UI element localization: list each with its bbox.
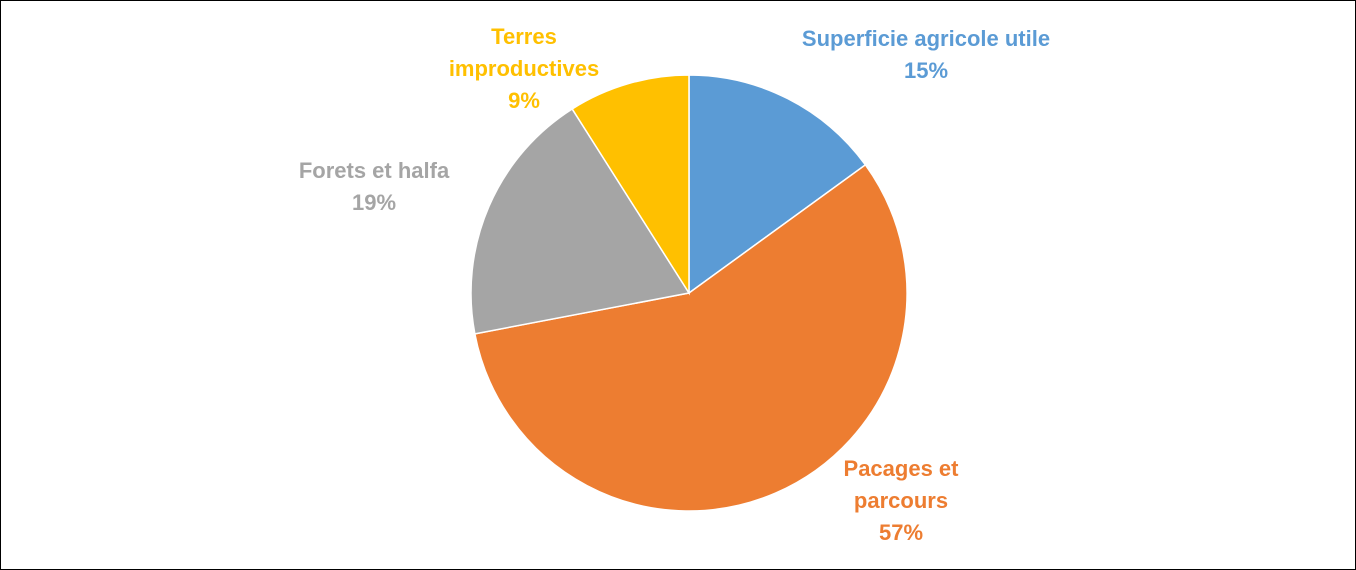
value-label: 19% [351, 190, 397, 215]
slice-label: Forets et halfa 19% [254, 155, 494, 219]
slice-label: Pacages et parcours 57% [826, 453, 976, 549]
pie-slice [473, 163, 908, 512]
category-name: Superficie agricole utile [801, 26, 1051, 51]
value-label: 9% [508, 88, 540, 113]
category-name: Forets et halfa [298, 158, 450, 183]
pie-slice [470, 107, 691, 335]
category-name: Pacages et parcours [843, 456, 959, 513]
pie-slice [688, 74, 867, 295]
slice-label: Superficie agricole utile 15% [796, 23, 1056, 87]
value-label: 57% [878, 520, 924, 545]
pie-slice [571, 74, 690, 296]
category-name: Terres improductives [448, 24, 600, 81]
slice-label: Terres improductives 9% [444, 21, 604, 117]
value-label: 15% [903, 58, 949, 83]
